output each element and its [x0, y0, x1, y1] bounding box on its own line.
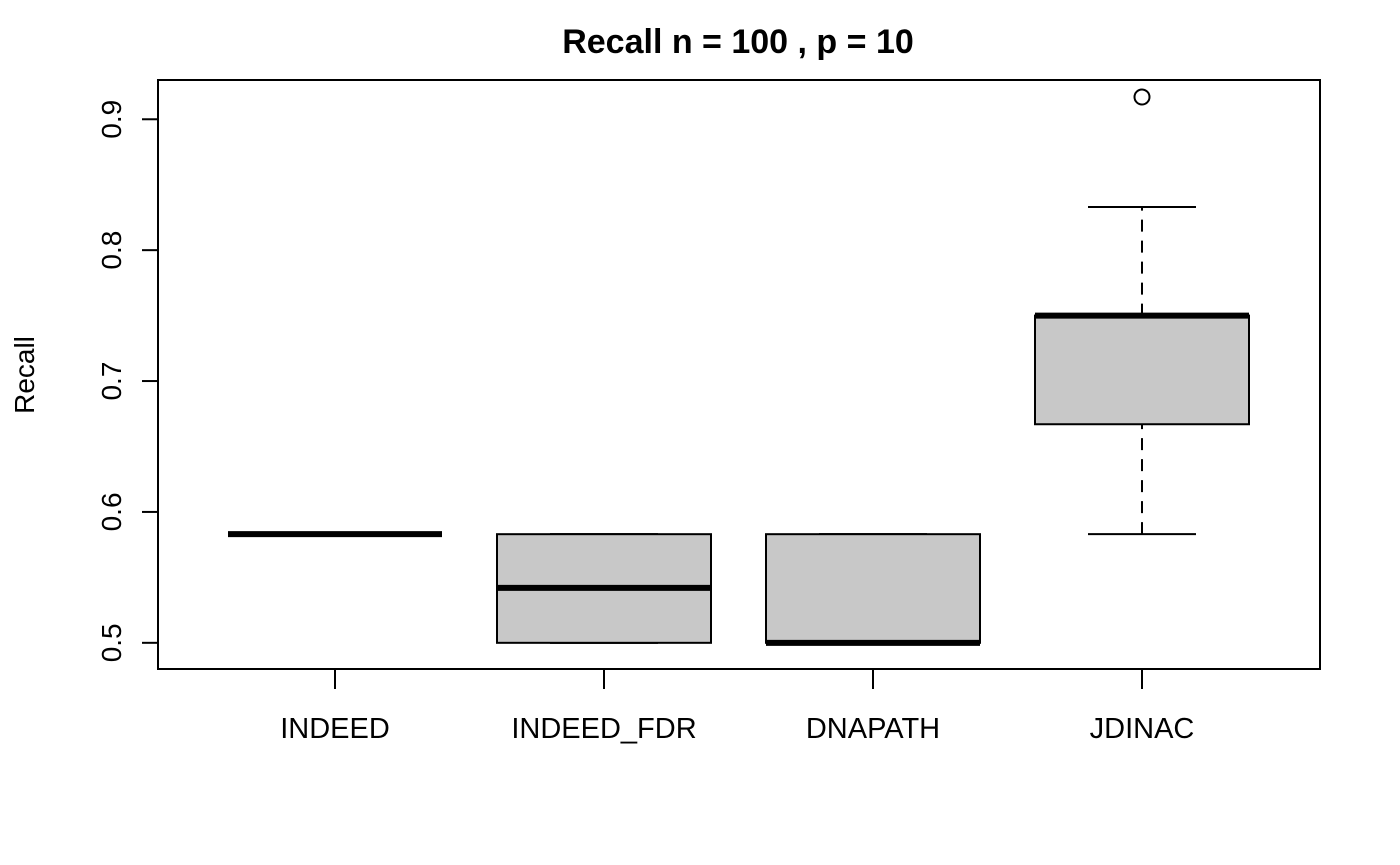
y-tick-label: 0.7 — [96, 362, 127, 401]
box-dnapath — [765, 533, 981, 646]
box-jdinac — [1034, 88, 1250, 536]
y-tick-label: 0.8 — [96, 231, 127, 270]
x-category-label: INDEED_FDR — [511, 713, 696, 745]
box-indeed-fdr — [496, 533, 712, 644]
y-tick-label: 0.5 — [96, 623, 127, 662]
boxes-layer — [228, 88, 1250, 646]
x-category-label: JDINAC — [1090, 713, 1195, 745]
y-tick-label: 0.9 — [96, 100, 127, 139]
box-body — [1034, 314, 1250, 426]
outlier-point — [1133, 88, 1151, 106]
x-category-label: INDEED — [280, 713, 390, 745]
y-axis: 0.5 0.6 0.7 0.8 0.9 — [96, 100, 159, 662]
x-axis: INDEED INDEED_FDR DNAPATH JDINAC — [280, 669, 1194, 745]
box-body — [765, 533, 981, 644]
y-tick-label: 0.6 — [96, 492, 127, 531]
chart-title: Recall n = 100 , p = 10 — [562, 23, 914, 61]
y-axis-label: Recall — [9, 336, 40, 414]
x-category-label: DNAPATH — [806, 713, 940, 745]
